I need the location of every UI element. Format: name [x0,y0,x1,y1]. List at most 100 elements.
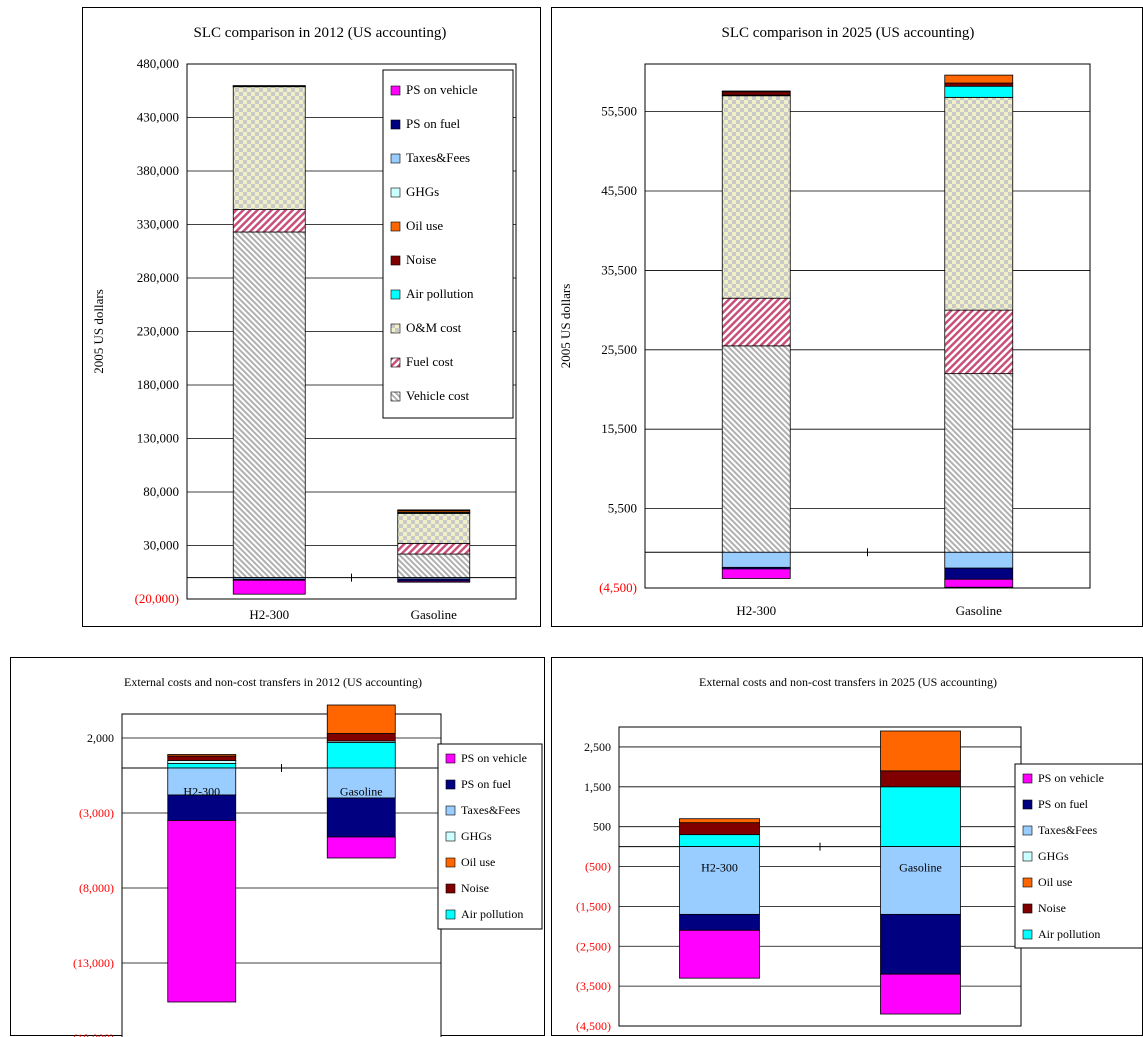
legend-swatch-oil-use [390,221,401,232]
chart-external-2025: External costs and non-cost transfers in… [576,675,1142,1033]
legend-swatch-fuel-cost [390,357,401,368]
legend-swatch-taxes-fees [445,805,456,816]
bar-segment-noise-gasoline [326,733,396,742]
legend-box [1014,763,1142,949]
legend-label-ps-on-fuel: PS on fuel [461,777,512,791]
legend-box [437,743,543,930]
bar-segment-ps-on-fuel-h2-300 [167,794,237,821]
legend-swatch-noise [445,883,456,894]
legend-label-air-pollution: Air pollution [461,907,523,921]
legend-swatch-ps-on-fuel [390,119,401,130]
bar-segment-taxes-fees-h2-300 [721,551,791,568]
y-tick-label: (4,500) [576,1019,611,1033]
bar-segment-ps-on-vehicle-h2-300 [721,568,791,579]
legend-label-ps-on-fuel: PS on fuel [1038,797,1089,811]
y-tick-label: 500 [593,820,611,834]
legend-swatch-ps-on-vehicle [390,85,401,96]
legend-label-taxes-fees: Taxes&Fees [461,803,520,817]
bar-segment-vehicle-cost-gasoline [397,553,471,578]
y-tick-label: 130,000 [137,431,179,446]
legend-swatch-ps-on-vehicle [1022,773,1033,784]
legend-label-ghgs: GHGs [1038,849,1069,863]
y-tick-label: (13,000) [73,956,114,970]
legend-swatch-vehicle-cost [390,391,401,402]
y-tick-label: 330,000 [137,217,179,232]
chart-slc-2025: SLC comparison in 2025 (US accounting) (4… [558,25,1091,618]
y-tick-label: 280,000 [137,270,179,285]
bar-segment-ps-on-vehicle-gasoline [326,836,396,859]
bar-segment-o-m-cost-h2-300 [721,95,791,299]
legend-swatch-air-pollution [445,909,456,920]
bar-segment-fuel-cost-h2-300 [232,209,306,233]
bar-segment-ps-on-fuel-h2-300 [679,913,760,931]
legend-label-fuel-cost: Fuel cost [406,354,454,369]
y-tick-label: (2,500) [576,939,611,953]
y-tick-label: (3,500) [576,979,611,993]
y-tick-label: 25,500 [601,342,637,357]
legend-label-oil-use: Oil use [406,218,443,233]
legend-label-taxes-fees: Taxes&Fees [1038,823,1097,837]
y-tick-label: 35,500 [601,262,637,277]
category-label: Gasoline [411,607,457,622]
bar-segment-o-m-cost-gasoline [944,96,1014,311]
y-tick-label: 30,000 [143,538,179,553]
category-label: H2-300 [183,785,220,799]
y-tick-label: 2,500 [584,740,611,754]
y-tick-label: (500) [585,860,611,874]
bar-segment-ghgs-h2-300 [232,85,306,87]
plot-area [644,63,1091,589]
chart-title: External costs and non-cost transfers in… [124,675,422,689]
bar-segment-ps-on-vehicle-h2-300 [167,820,237,1003]
y-tick-label: 5,500 [608,501,637,516]
y-axis-label: 2005 US dollars [91,289,106,374]
chart-panel-external-2012: External costs and non-cost transfers in… [10,657,545,1037]
y-axis-label: 2005 US dollars [558,284,573,369]
bar-segment-vehicle-cost-gasoline [944,373,1014,553]
legend-swatch-air-pollution [390,289,401,300]
bar-segment-fuel-cost-gasoline [944,309,1014,375]
chart-slc-2012: SLC comparison in 2012 (US accounting) (2… [91,25,517,622]
category-label: H2-300 [736,603,776,618]
legend-swatch-noise [390,255,401,266]
chart-external-2012: External costs and non-cost transfers in… [73,675,543,1037]
chart-title: SLC comparison in 2025 (US accounting) [722,25,975,41]
legend-swatch-ghgs [390,187,401,198]
legend-label-noise: Noise [406,252,437,267]
legend-label-ps-on-vehicle: PS on vehicle [406,82,478,97]
bar-segment-oil-use-gasoline [326,704,396,734]
legend-label-ghgs: GHGs [406,184,439,199]
legend-label-oil-use: Oil use [461,855,495,869]
chart-title: External costs and non-cost transfers in… [699,675,997,689]
legend-swatch-air-pollution [1022,929,1033,940]
y-tick-label: 1,500 [584,780,611,794]
y-tick-label: (8,000) [79,881,114,895]
bar-segment-oil-use-h2-300 [721,90,791,93]
y-tick-label: 480,000 [137,56,179,71]
legend-swatch-noise [1022,903,1033,914]
bar-segment-air-pollution-h2-300 [167,763,237,769]
bar-segment-o-m-cost-h2-300 [232,86,306,210]
bar-segment-oil-use-gasoline [880,730,961,772]
bar-segment-air-pollution-gasoline [880,786,961,848]
y-tick-label: 80,000 [143,484,179,499]
y-tick-label: 430,000 [137,110,179,125]
y-tick-label: (1,500) [576,899,611,913]
y-tick-label: (3,000) [79,806,114,820]
bar-segment-fuel-cost-gasoline [397,542,471,555]
y-tick-label: 380,000 [137,163,179,178]
y-tick-label: 45,500 [601,183,637,198]
legend-label-ps-on-fuel: PS on fuel [406,116,461,131]
bar-segment-noise-h2-300 [721,91,791,96]
legend-swatch-ps-on-fuel [1022,799,1033,810]
bar-segment-ghgs-gasoline [397,509,471,511]
bar-segment-taxes-fees-h2-300 [167,767,237,796]
bar-segment-air-pollution-gasoline [944,85,1014,98]
legend-label-taxes-fees: Taxes&Fees [406,150,470,165]
bar-segment-ps-on-vehicle-h2-300 [232,579,306,595]
legend-label-o-m-cost: O&M cost [406,320,462,335]
bar-segment-ps-on-fuel-gasoline [326,797,396,838]
chart-panel-external-2025: External costs and non-cost transfers in… [551,657,1143,1036]
legend-swatch-ghgs [1022,851,1033,862]
bar-segment-o-m-cost-gasoline [397,512,471,544]
y-tick-label: 2,000 [87,731,114,745]
